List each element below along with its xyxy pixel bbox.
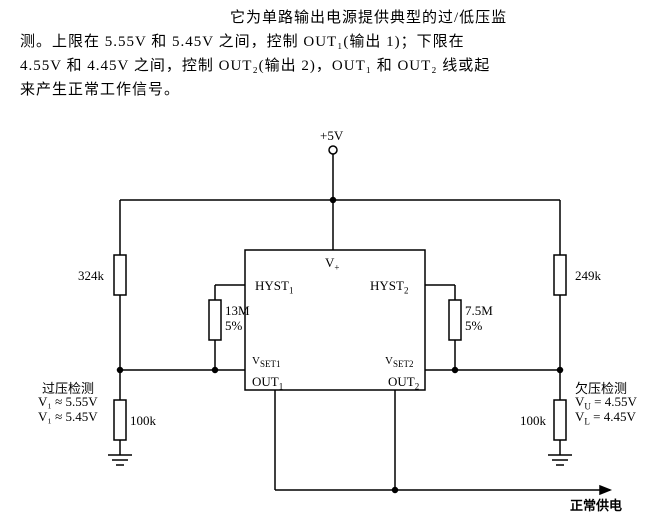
output-label: 正常供电 [570,495,622,514]
supply-label: +5V [320,128,343,144]
r3-label: 100k [130,413,156,429]
pin-hyst2: HYST2 [370,278,408,296]
right-l2: VL = 4.45V [575,409,636,427]
left-l1: V₁ ≈ 5.55V [38,394,98,410]
pin-vset2: VSET2 [385,355,413,369]
pin-vplus: V+ [325,255,339,273]
r2-label: 13M [225,303,250,319]
description-text: 它为单路输出电源提供典型的过/低压监 测。上限在 5.55V 和 5.45V 之… [20,6,650,102]
pin-out2: OUT2 [388,374,419,392]
pin-vset1: VSET1 [252,355,280,369]
r2-tol: 5% [225,318,242,334]
r5-tol: 5% [465,318,482,334]
r5-label: 7.5M [465,303,493,319]
desc-line-4: 来产生正常工作信号。 [20,78,650,102]
desc-line-2: 测。上限在 5.55V 和 5.45V 之间，控制 OUT₁(输出 1)；下限在 [20,30,650,54]
pin-out1: OUT1 [252,374,283,392]
desc-line-3: 4.55V 和 4.45V 之间，控制 OUT₂(输出 2)，OUT₁ 和 OU… [20,54,650,78]
pin-hyst1: HYST1 [255,278,293,296]
r6-label: 100k [520,413,546,429]
desc-line-1: 它为单路输出电源提供典型的过/低压监 [20,6,650,30]
r1-label: 324k [78,268,104,284]
left-l2: V₁ ≈ 5.45V [38,409,98,425]
r4-label: 249k [575,268,601,284]
